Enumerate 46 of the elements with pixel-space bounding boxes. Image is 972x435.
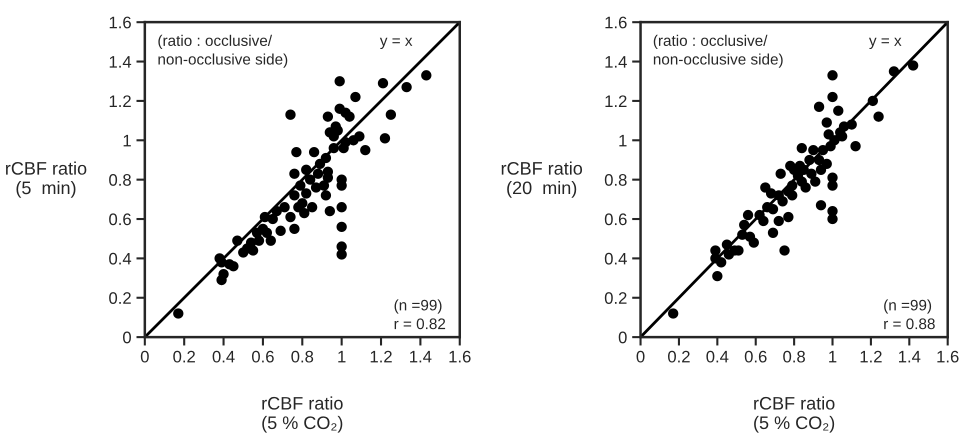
y-tick-label: 1.2	[605, 95, 627, 107]
y-tick-label: 0	[618, 332, 627, 344]
x-tick-label: 0.8	[783, 350, 805, 363]
y-tick-label: 1	[124, 134, 131, 146]
y-tick-label: 0.4	[604, 252, 627, 265]
x-axis-title: rCBF ratio (5 % CO₂)	[754, 396, 834, 433]
x-tick-label: 0.2	[668, 350, 690, 363]
y-tick-label: 0.6	[604, 213, 627, 226]
x-tick-label: 0.2	[173, 350, 195, 363]
annotation: (ratio : occlusive/ non-occlusive side)	[158, 34, 288, 68]
y-tick-label: 0.2	[109, 292, 131, 304]
x-tick-label: 1.4	[898, 350, 920, 362]
y-axis-title: rCBF ratio (5 min)	[6, 162, 86, 198]
y-tick-label: 0.6	[109, 213, 131, 226]
y-tick-label: 0	[123, 332, 131, 344]
x-tick-label: 1.6	[449, 350, 471, 363]
x-tick-label: 0.6	[252, 350, 274, 363]
x-tick-label: 0.4	[706, 350, 728, 363]
x-tick-label: 0.4	[212, 350, 235, 363]
y-tick-label: 0.8	[109, 174, 131, 186]
y-tick-label: 1	[619, 134, 627, 146]
y-tick-label: 0.8	[604, 174, 627, 186]
y-tick-label: 1.6	[605, 16, 627, 28]
annotation: y = x	[868, 38, 902, 50]
y-tick-label: 1.4	[605, 56, 627, 68]
x-tick-label: 0	[636, 350, 645, 363]
y-tick-label: 1.6	[110, 16, 131, 28]
x-tick-label: 1	[829, 350, 836, 362]
x-tick-label: 1	[338, 350, 346, 362]
y-tick-label: 1.2	[110, 95, 131, 107]
x-tick-label: 1.4	[410, 350, 432, 362]
x-tick-label: 0	[140, 350, 149, 363]
x-tick-label: 1.2	[860, 350, 882, 362]
annotation: (ratio : occlusive/ non-occlusive side)	[654, 34, 783, 68]
x-tick-label: 0.6	[744, 350, 767, 363]
annotation: (n =99) r = 0.88	[884, 299, 935, 330]
y-axis-title: rCBF ratio (20 min)	[502, 162, 582, 198]
y-tick-label: 0.4	[109, 252, 132, 265]
x-tick-label: 1.2	[370, 350, 392, 362]
y-tick-label: 1.4	[110, 56, 132, 68]
annotation: y = x	[380, 38, 412, 50]
x-axis-title: rCBF ratio (5 % CO₂)	[262, 396, 343, 433]
x-tick-label: 0.8	[291, 350, 314, 363]
annotation: (n =99) r = 0.82	[394, 299, 446, 330]
y-tick-label: 0.2	[604, 292, 627, 304]
x-tick-label: 1.6	[937, 350, 959, 363]
